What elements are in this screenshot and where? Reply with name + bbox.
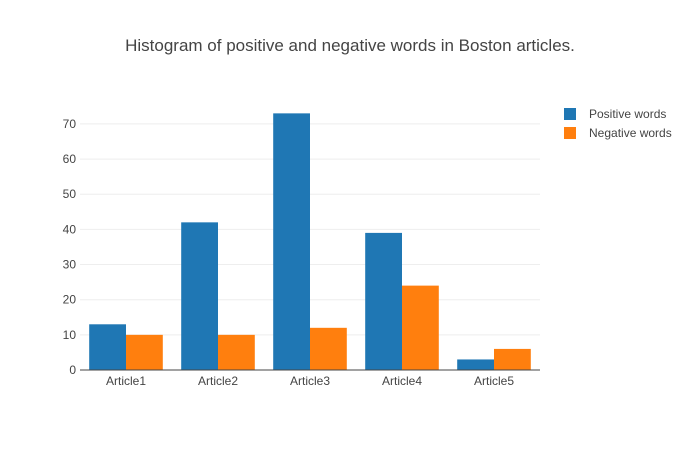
x-tick-label: Article2 <box>198 374 238 388</box>
legend-item-negative-words[interactable]: Negative words <box>564 126 672 140</box>
legend[interactable]: Positive words Negative words <box>564 107 672 140</box>
y-tick-label: 40 <box>63 222 77 236</box>
y-tick-label: 70 <box>63 117 77 131</box>
bar-positive-words-article2[interactable] <box>181 222 218 370</box>
x-tick-label: Article5 <box>474 374 514 388</box>
y-tick-label: 30 <box>63 258 77 272</box>
bar-negative-words-article2[interactable] <box>218 334 255 370</box>
x-tick-label: Article3 <box>290 374 330 388</box>
axes: 0 10 20 30 40 50 60 70 Article1 Article2 Article3 A… <box>63 117 540 388</box>
bar-negative-words-article4[interactable] <box>402 285 439 370</box>
legend-item-positive-words[interactable]: Positive words <box>564 107 666 121</box>
bar-negative-words-article3[interactable] <box>310 327 347 370</box>
bar-positive-words-article3[interactable] <box>273 113 310 370</box>
legend-swatch <box>564 127 576 139</box>
bars <box>89 113 531 370</box>
bar-positive-words-article4[interactable] <box>365 232 402 370</box>
legend-label: Negative words <box>589 126 672 140</box>
legend-label: Positive words <box>589 107 666 121</box>
x-tick-label: Article4 <box>382 374 422 388</box>
y-tick-label: 0 <box>69 363 76 377</box>
y-tick-label: 60 <box>63 152 77 166</box>
bar-positive-words-article5[interactable] <box>457 359 494 370</box>
y-tick-label: 50 <box>63 187 77 201</box>
bar-negative-words-article5[interactable] <box>494 348 531 370</box>
legend-swatch <box>564 108 576 120</box>
y-tick-label: 10 <box>63 328 77 342</box>
bar-negative-words-article1[interactable] <box>126 334 163 370</box>
chart-title: Histogram of positive and negative words… <box>125 36 575 55</box>
bar-positive-words-article1[interactable] <box>89 324 126 370</box>
x-tick-label: Article1 <box>106 374 146 388</box>
y-tick-label: 20 <box>63 293 77 307</box>
